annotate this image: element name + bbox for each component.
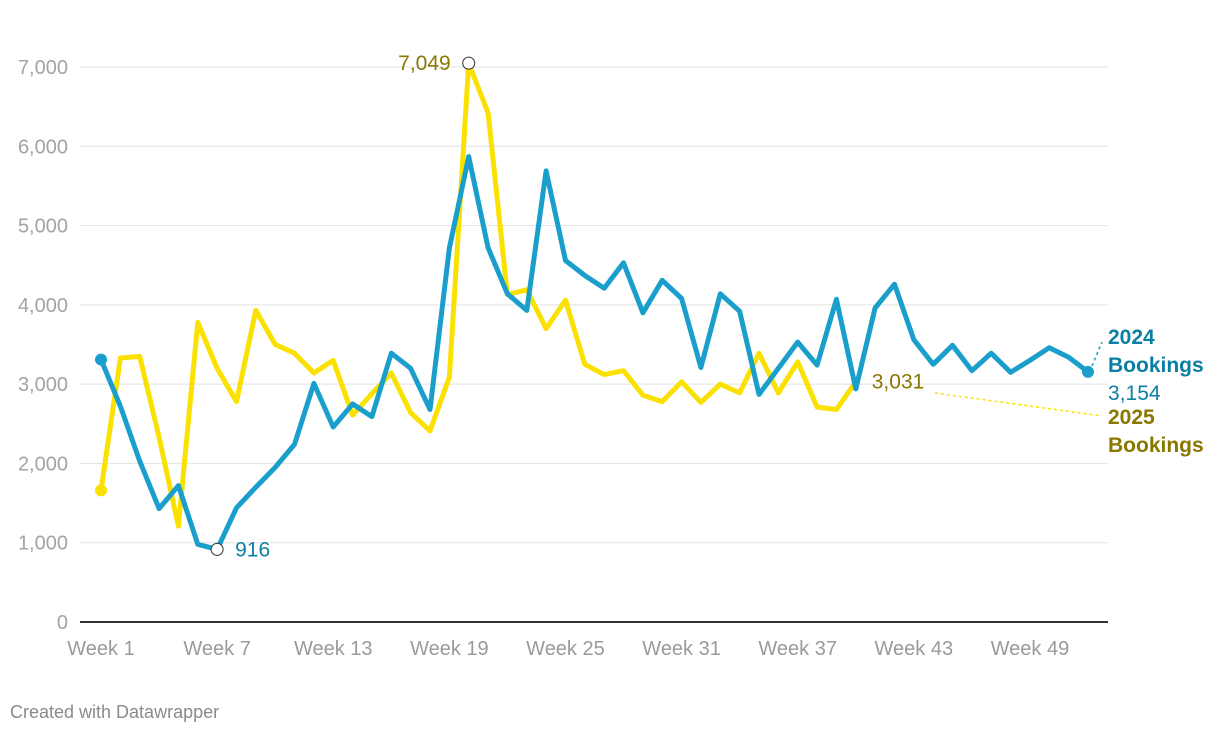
- y-tick-label: 2,000: [18, 453, 68, 475]
- series-markers: [95, 56, 1094, 556]
- series-line-2025: [98, 60, 859, 529]
- min-marker-2024: [210, 542, 224, 556]
- x-tick-label: Week 43: [875, 638, 954, 660]
- connector-2025: [934, 392, 1103, 417]
- series-label-2025-name: Bookings: [1108, 434, 1204, 457]
- y-tick-label: 5,000: [18, 216, 68, 238]
- y-tick-label: 0: [57, 612, 68, 634]
- x-tick-label: Week 1: [67, 638, 134, 660]
- x-tick-label: Week 25: [526, 638, 605, 660]
- end-value-label-2024: 3,154: [1108, 382, 1161, 405]
- y-tick-label: 1,000: [18, 533, 68, 555]
- x-axis-ticks: Week 1 Week 7 Week 13 Week 19 Week 25 Week 31…: [67, 638, 1069, 660]
- x-tick-label: Week 49: [991, 638, 1070, 660]
- credit-text: Created with Datawrapper: [10, 702, 220, 722]
- series-lines: [98, 60, 1091, 552]
- x-tick-label: Week 13: [294, 638, 373, 660]
- y-axis-ticks: 0 1,000 2,000 3,000 4,000 5,000 6,000 7,000: [18, 57, 68, 634]
- y-tick-label: 7,000: [18, 57, 68, 79]
- start-dot-2025: [95, 484, 107, 497]
- y-tick-label: 3,000: [18, 374, 68, 396]
- y-tick-label: 6,000: [18, 136, 68, 158]
- min-value-label-2024: 916: [235, 538, 270, 561]
- end-value-label-2025: 3,031: [872, 371, 925, 394]
- end-dot-2024: [1082, 365, 1094, 378]
- x-tick-label: Week 37: [758, 638, 837, 660]
- connector-2024: [1091, 341, 1103, 367]
- x-tick-label: Week 7: [183, 638, 250, 660]
- x-tick-label: Week 31: [642, 638, 721, 660]
- y-tick-label: 4,000: [18, 295, 68, 317]
- series-label-2025-year: 2025: [1108, 406, 1155, 429]
- x-tick-label: Week 19: [410, 638, 489, 660]
- max-marker-2025: [462, 56, 476, 70]
- max-value-label-2025: 7,049: [398, 52, 451, 75]
- series-line-2024: [98, 154, 1091, 552]
- series-label-2024-year: 2024: [1108, 326, 1155, 349]
- start-dot-2024: [95, 353, 107, 366]
- series-label-2024-name: Bookings: [1108, 354, 1204, 377]
- grid-lines: [80, 66, 1108, 544]
